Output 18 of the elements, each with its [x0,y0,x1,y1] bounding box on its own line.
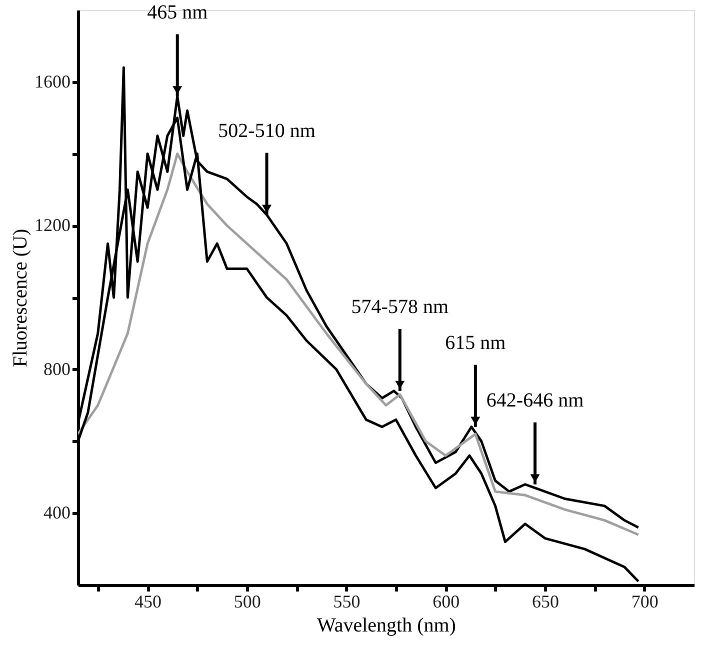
annotation: 574-578 nm [351,296,449,318]
annotation: 502-510 nm [218,120,316,142]
x-axis-title: Wavelength (nm) [317,614,456,636]
y-tick-label: 400 [44,502,70,523]
y-tick-label: 1600 [34,71,70,92]
annotation: 642-646 nm [486,389,584,412]
y-tick-label: 800 [44,358,70,379]
line-series [78,152,640,536]
x-tick-label: 650 [532,592,559,612]
annotation: 615 nm [445,332,506,354]
annotation: 465 nm [147,1,208,24]
x-tick-label: 700 [631,592,658,612]
y-axis-title: Fluorescence (U) [10,228,32,368]
x-tick-label: 550 [333,592,360,612]
y-tick-label: 1200 [34,215,70,236]
x-tick-label: 600 [432,592,460,612]
x-tick-label: 500 [234,592,261,612]
x-tick-label: 450 [134,592,162,612]
